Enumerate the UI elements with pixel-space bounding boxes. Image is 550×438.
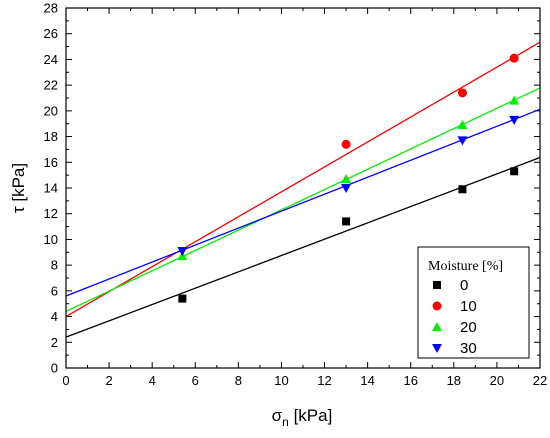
x-tick-label: 18 bbox=[447, 373, 461, 388]
legend-marker-20 bbox=[432, 322, 442, 331]
x-axis-subscript: n bbox=[282, 415, 289, 429]
plot-frame bbox=[65, 7, 541, 369]
legend-entries: 0 10 20 30 bbox=[432, 277, 477, 357]
y-tick-label: 26 bbox=[44, 26, 58, 41]
point-moisture-30 bbox=[509, 115, 520, 125]
y-axis-title: τ [kPa] bbox=[9, 163, 28, 213]
legend-label-0: 0 bbox=[460, 277, 468, 294]
legend-label-30: 30 bbox=[460, 340, 477, 357]
x-axis-title: σn [kPa] bbox=[272, 406, 333, 429]
x-tick-label: 8 bbox=[235, 373, 242, 388]
x-tick-label: 10 bbox=[274, 373, 288, 388]
y-tick-label: 4 bbox=[51, 309, 58, 324]
y-tick-label: 16 bbox=[44, 155, 58, 170]
y-tick-label: 12 bbox=[44, 206, 58, 221]
point-moisture-0 bbox=[510, 167, 519, 176]
point-moisture-30 bbox=[341, 184, 352, 193]
point-moisture-10 bbox=[457, 88, 467, 98]
point-moisture-10 bbox=[341, 139, 351, 149]
point-moisture-0 bbox=[458, 185, 467, 194]
x-tick-label: 22 bbox=[533, 373, 547, 388]
legend: Moisture [%] 0 10 20 30 bbox=[417, 246, 530, 359]
y-tick-label: 0 bbox=[51, 361, 58, 376]
y-tick-label: 10 bbox=[44, 232, 58, 247]
legend-marker-30 bbox=[432, 344, 442, 353]
point-moisture-0 bbox=[342, 217, 351, 226]
y-tick-label: 2 bbox=[51, 335, 58, 350]
x-tick-label: 16 bbox=[403, 373, 417, 388]
y-tick-label: 20 bbox=[44, 103, 58, 118]
point-moisture-20 bbox=[509, 95, 520, 105]
x-tick-label: 2 bbox=[105, 373, 112, 388]
point-moisture-30 bbox=[457, 136, 468, 146]
x-axis-symbol: σ bbox=[272, 406, 283, 425]
point-moisture-30 bbox=[177, 247, 188, 256]
fit-line-10 bbox=[65, 41, 541, 318]
y-tick-label: 24 bbox=[44, 52, 58, 67]
legend-title: Moisture [%] bbox=[428, 259, 503, 274]
point-moisture-0 bbox=[178, 294, 187, 303]
legend-label-10: 10 bbox=[460, 298, 477, 315]
y-tick-label: 8 bbox=[51, 258, 58, 273]
legend-label-20: 20 bbox=[460, 319, 477, 336]
y-tick-label: 6 bbox=[51, 283, 58, 298]
x-tick-label: 0 bbox=[62, 373, 69, 388]
y-tick-label: 14 bbox=[44, 181, 58, 196]
x-tick-label: 4 bbox=[149, 373, 156, 388]
x-tick-label: 14 bbox=[360, 373, 374, 388]
x-tick-label: 6 bbox=[192, 373, 199, 388]
data-markers bbox=[177, 53, 520, 303]
tick-layer: 0 2 4 6 8 10 12 14 16 18 20 22024681012141618202224… bbox=[44, 1, 548, 389]
y-tick-label: 18 bbox=[44, 129, 58, 144]
x-tick-label: 12 bbox=[317, 373, 331, 388]
x-axis-unit: [kPa] bbox=[289, 406, 332, 425]
legend-marker-0 bbox=[433, 281, 441, 289]
point-moisture-10 bbox=[509, 53, 519, 63]
y-tick-label: 22 bbox=[44, 78, 58, 93]
legend-marker-10 bbox=[432, 301, 442, 311]
y-tick-label: 28 bbox=[44, 1, 58, 16]
point-moisture-20 bbox=[341, 174, 352, 183]
point-moisture-20 bbox=[457, 120, 468, 129]
x-tick-label: 20 bbox=[490, 373, 504, 388]
